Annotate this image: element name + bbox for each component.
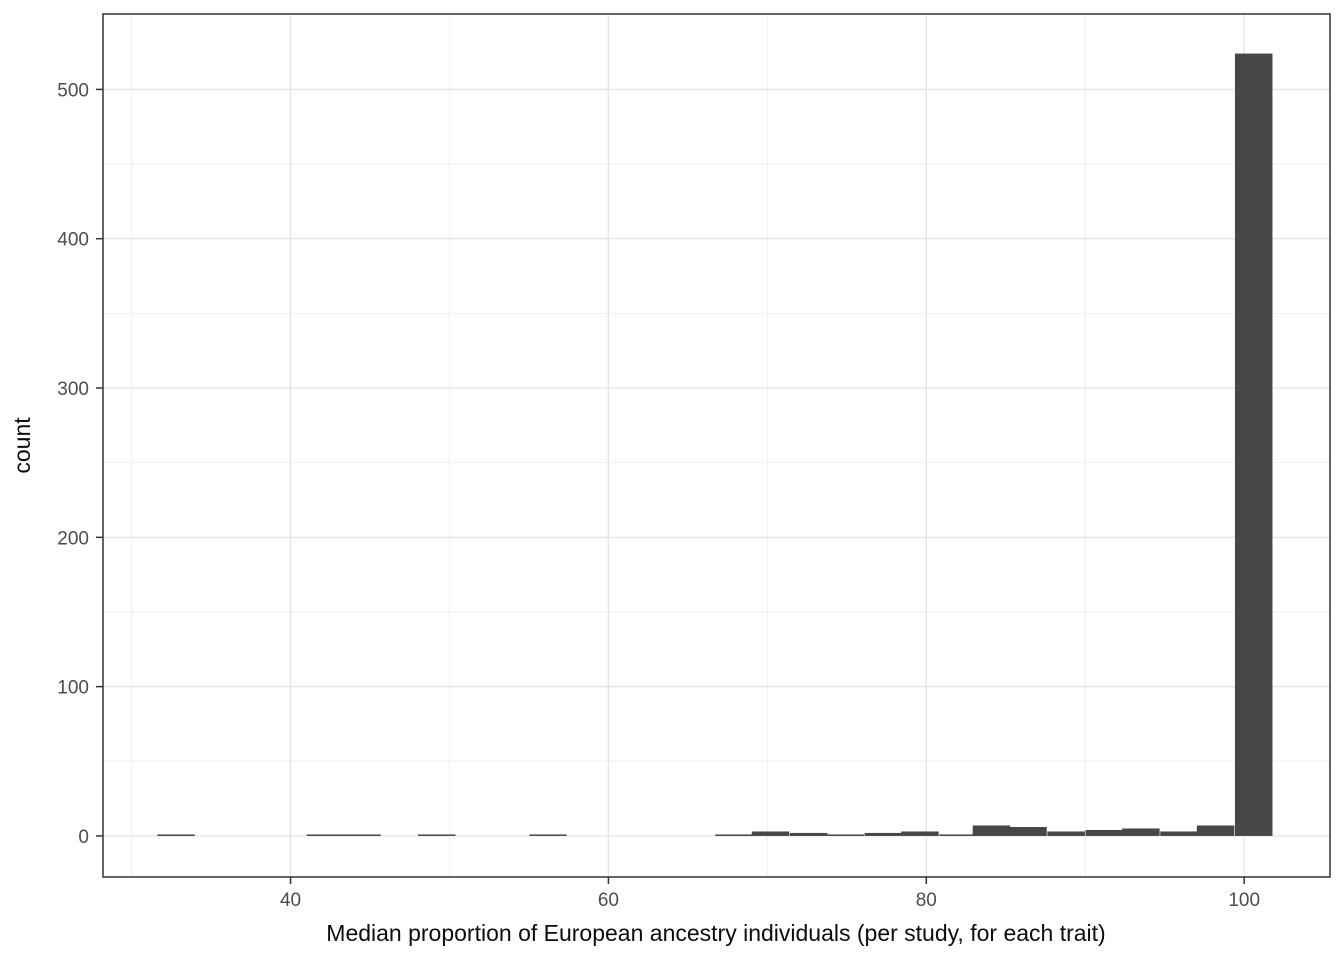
histogram-bar [1196,825,1235,836]
histogram-bar [1160,831,1198,836]
histogram-bar [343,834,381,836]
histogram-bar [789,832,828,836]
minor-gridlines [103,14,1330,877]
y-tick-label: 300 [57,379,89,400]
y-tick-label: 0 [78,827,89,848]
y-axis-title: count [9,417,35,474]
histogram-bar [972,825,1011,836]
y-axis-tick-labels: 0 100 200 300 400 500 [57,80,89,848]
x-tick-label: 100 [1228,890,1260,911]
y-tick-label: 400 [57,230,89,251]
histogram-bar [418,834,456,836]
x-tick-label: 40 [280,890,301,911]
y-tick-label: 500 [57,80,89,101]
panel-border [102,13,1331,878]
histogram-bar [864,832,903,836]
histogram-bar [1085,829,1124,836]
histogram-bar [529,834,567,836]
histogram-bar [901,831,939,836]
histogram-bar [1047,831,1085,836]
x-tick-label: 60 [598,890,619,911]
y-tick-label: 200 [57,528,89,549]
x-tick-label: 80 [916,890,937,911]
histogram-bar [715,834,753,836]
histogram-bar [939,834,977,836]
plot-panel [103,14,1330,877]
axis-tick-marks [96,88,1245,884]
histogram-bar [1234,53,1273,836]
histogram-bar [1122,828,1160,836]
histogram-bar [306,834,345,836]
histogram-bar [157,834,195,836]
histogram-bar [1009,826,1047,836]
y-tick-label: 100 [57,678,89,699]
x-axis-title: Median proportion of European ancestry i… [326,920,1105,946]
histogram-bar [826,834,864,836]
x-axis-tick-labels: 40 60 80 100 [280,890,1260,911]
histogram-bars [157,53,1273,836]
histogram-bar [751,831,790,836]
